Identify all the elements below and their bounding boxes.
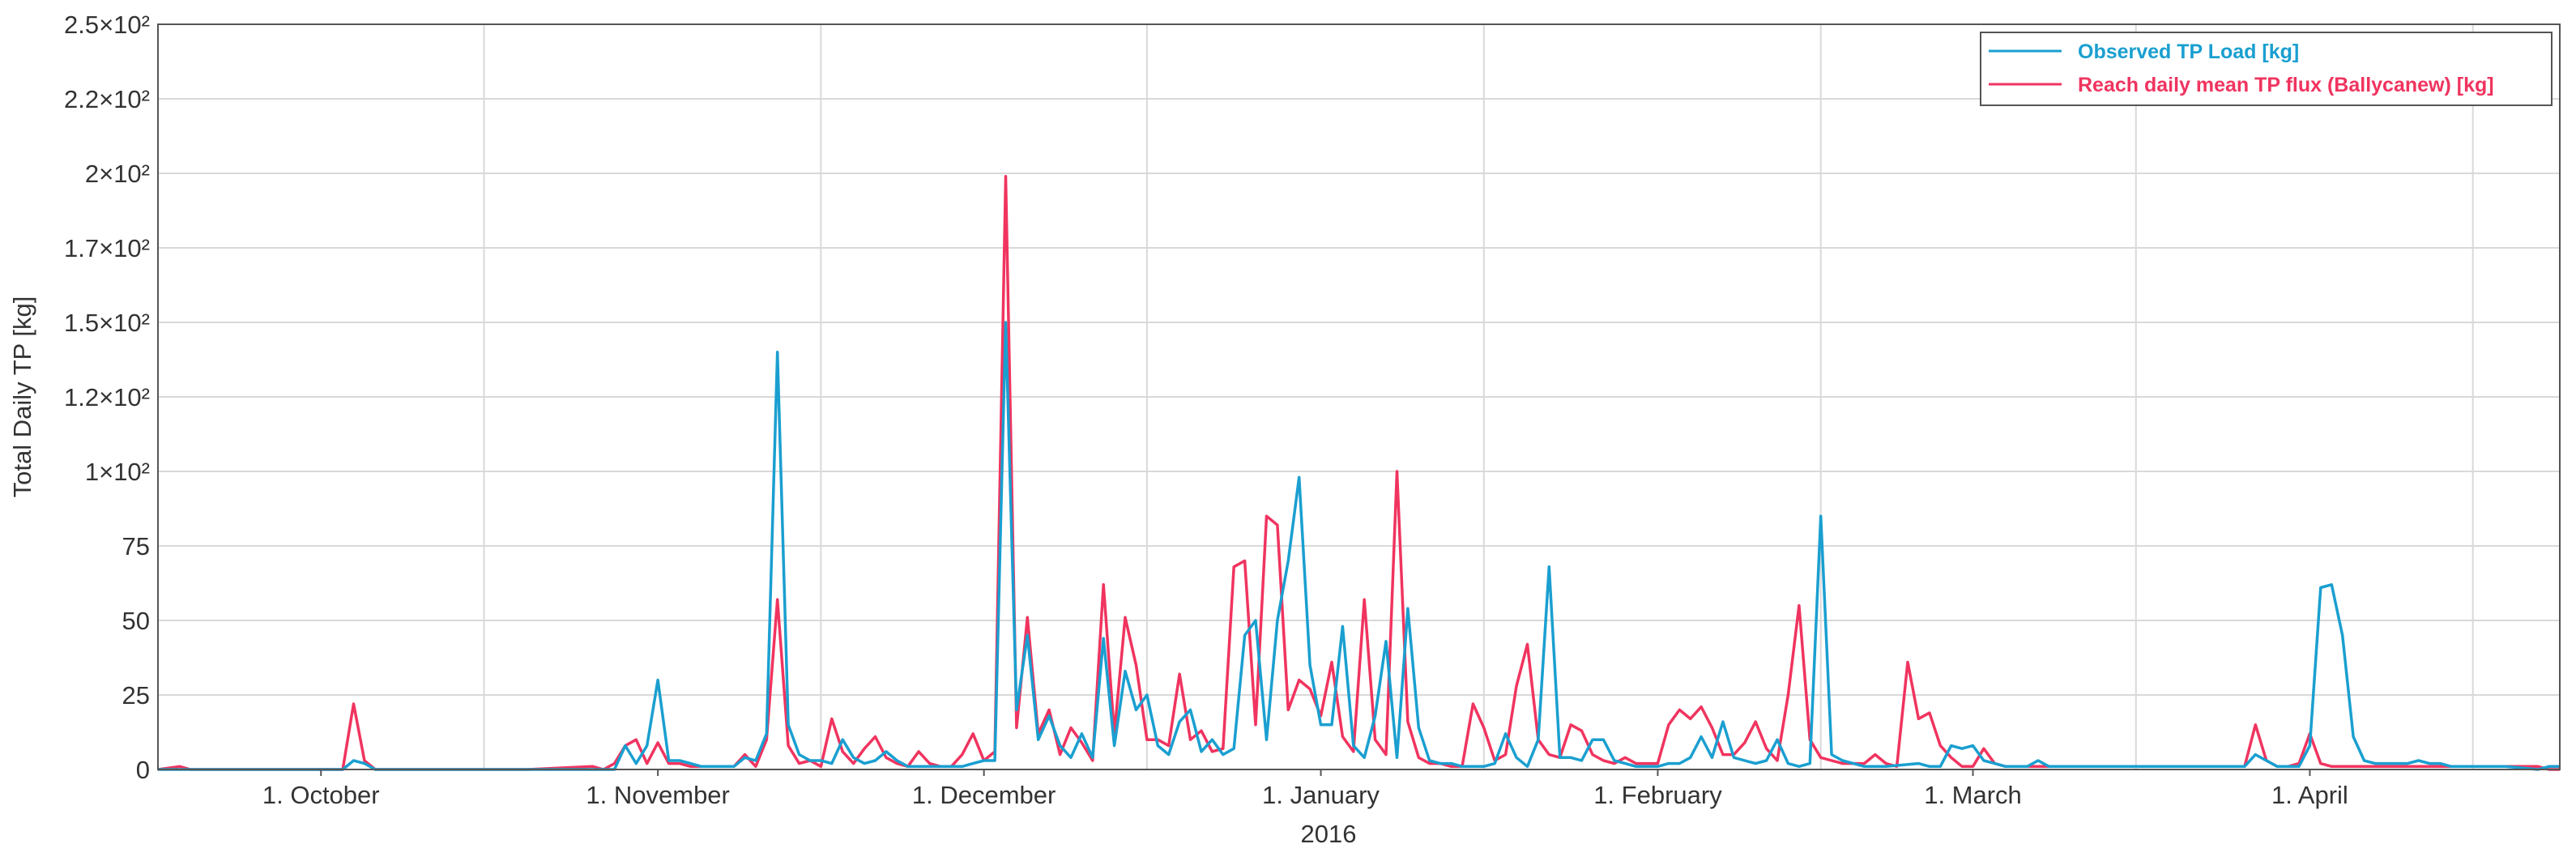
x-tick-label: 1. January bbox=[1262, 781, 1380, 809]
y-tick-label: 2.5×10² bbox=[64, 11, 150, 39]
x-tick-label: 1. October bbox=[262, 781, 380, 809]
y-tick-label: 75 bbox=[122, 532, 150, 561]
legend: Observed TP Load [kg] Reach daily mean T… bbox=[1980, 32, 2553, 106]
y-tick-label: 1.5×10² bbox=[64, 309, 150, 337]
x-axis-title: 2016 bbox=[1301, 820, 1357, 848]
legend-label-observed: Observed TP Load [kg] bbox=[2078, 40, 2299, 63]
x-tick-label: 1. December bbox=[912, 781, 1056, 809]
y-axis-title: Total Daily TP [kg] bbox=[8, 296, 36, 498]
plot-frame bbox=[157, 23, 2561, 770]
y-tick-label: 1.7×10² bbox=[64, 234, 150, 262]
x-tick-label: 1. February bbox=[1593, 781, 1722, 809]
y-tick-label: 50 bbox=[122, 607, 150, 635]
y-tick-label: 0 bbox=[136, 756, 150, 784]
y-tick-label: 2×10² bbox=[85, 160, 150, 188]
x-tick-labels: 1. October 1. November 1. December 1. Janua… bbox=[262, 769, 2348, 809]
series-lines bbox=[157, 174, 2560, 771]
x-tick-label: 1. March bbox=[1924, 781, 2022, 809]
legend-box bbox=[1980, 32, 2553, 106]
x-tick-label: 1. November bbox=[586, 781, 729, 809]
y-tick-label: 2.2×10² bbox=[64, 85, 150, 113]
x-tick-label: 1. April bbox=[2271, 781, 2348, 809]
y-tick-label: 25 bbox=[122, 681, 150, 710]
legend-label-simulated: Reach daily mean TP flux (Ballycanew) [k… bbox=[2078, 74, 2494, 96]
y-tick-label: 1×10² bbox=[85, 458, 150, 486]
y-tick-labels: 0 25 50 75 1×10² 1.2×10² 1.5×10² 1.7×10² 2×10² 2.… bbox=[64, 11, 150, 784]
series-line-simulated bbox=[157, 174, 2560, 771]
series-line-observed bbox=[158, 321, 2560, 771]
y-tick-label: 1.2×10² bbox=[64, 383, 150, 411]
